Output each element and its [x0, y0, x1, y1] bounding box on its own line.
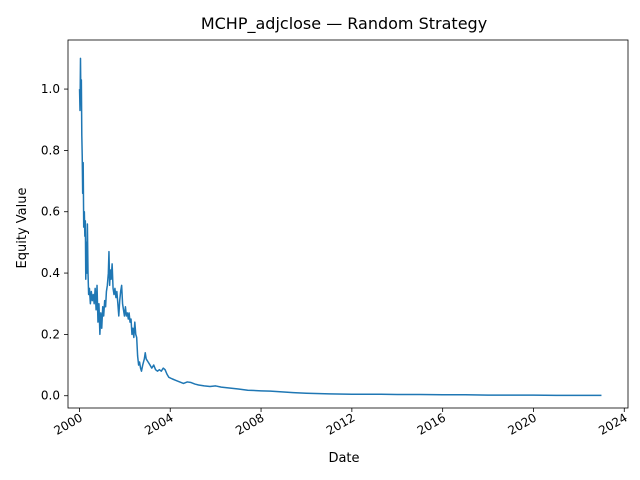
y-tick-label: 0.2	[41, 327, 60, 341]
axes-frame	[67, 39, 629, 409]
series-line-0	[78, 57, 602, 397]
y-tick-label: 0.4	[41, 266, 60, 280]
chart-title: MCHP_adjclose — Random Strategy	[201, 14, 487, 34]
y-tick-label: 0.6	[41, 205, 60, 219]
y-tick-label: 1.0	[41, 82, 60, 96]
y-tick-label: 0.8	[41, 143, 60, 157]
y-axis-label: Equity Value	[15, 188, 30, 269]
x-axis-label: Date	[328, 451, 359, 466]
y-tick-label: 0.0	[41, 389, 60, 403]
plot-area	[78, 57, 602, 397]
